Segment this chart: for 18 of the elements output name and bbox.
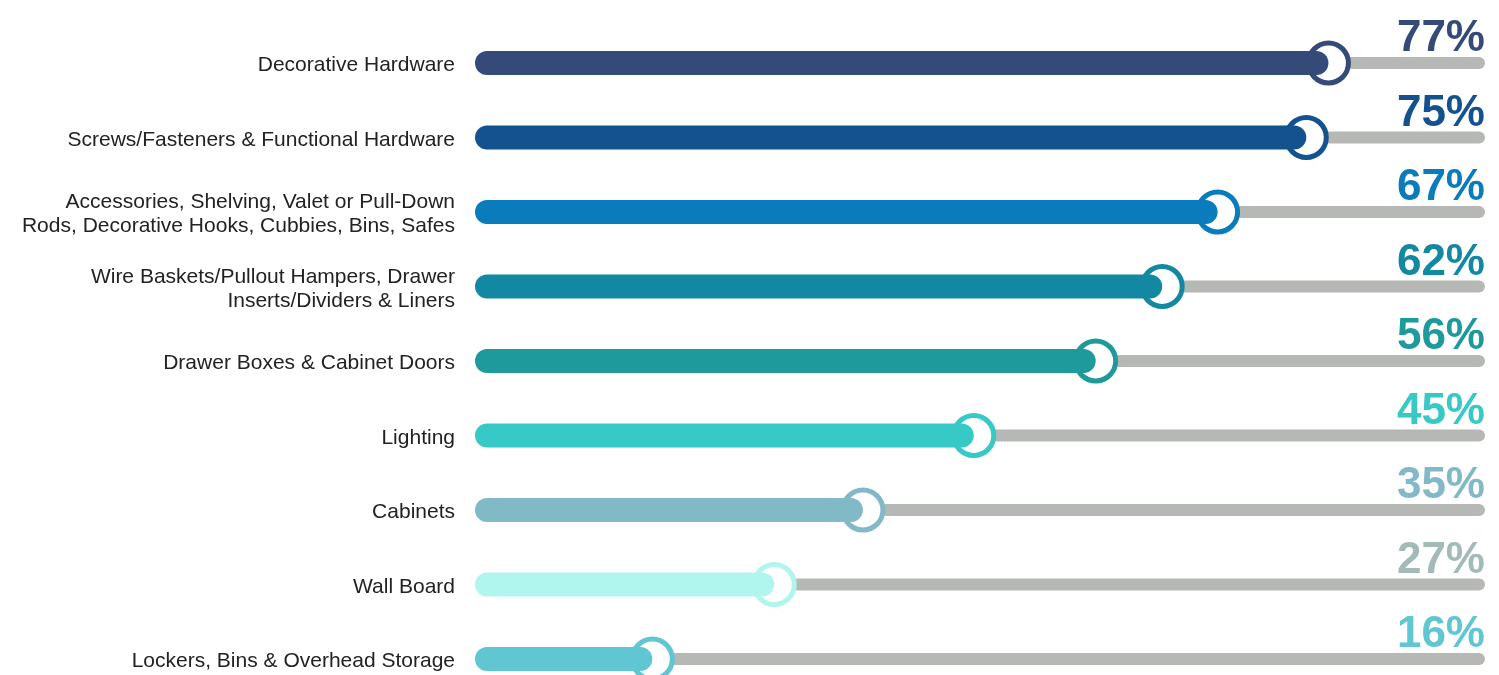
y-tick-label: Lighting	[381, 424, 455, 447]
data-label: 27%	[1396, 532, 1485, 582]
data-label: 45%	[1396, 383, 1485, 433]
data-label: 16%	[1396, 607, 1485, 656]
y-tick-label: Accessories, Shelving, Valet or Pull-Down Rods, Decorative Hooks, Cubbies, Bins, Safes	[21, 188, 455, 236]
data-label: 62%	[1396, 234, 1485, 284]
data-label: 35%	[1396, 458, 1485, 507]
y-tick-label: Wire Baskets/Pullout Hampers, Drawer Inserts/Dividers & Liners	[90, 263, 455, 310]
data-label: 75%	[1396, 85, 1485, 135]
y-tick-label: Decorative Hardware	[257, 51, 455, 75]
y-tick-label: Wall Board	[353, 573, 455, 596]
data-label: 67%	[1396, 160, 1485, 209]
y-tick-label: Cabinets	[372, 498, 455, 522]
data-label: 56%	[1396, 309, 1485, 358]
y-tick-label: Lockers, Bins & Overhead Storage	[131, 647, 455, 671]
data-label: 77%	[1396, 11, 1485, 60]
y-tick-label: Screws/Fasteners & Functional Hardware	[67, 126, 455, 149]
y-tick-label: Drawer Boxes & Cabinet Doors	[163, 349, 455, 373]
